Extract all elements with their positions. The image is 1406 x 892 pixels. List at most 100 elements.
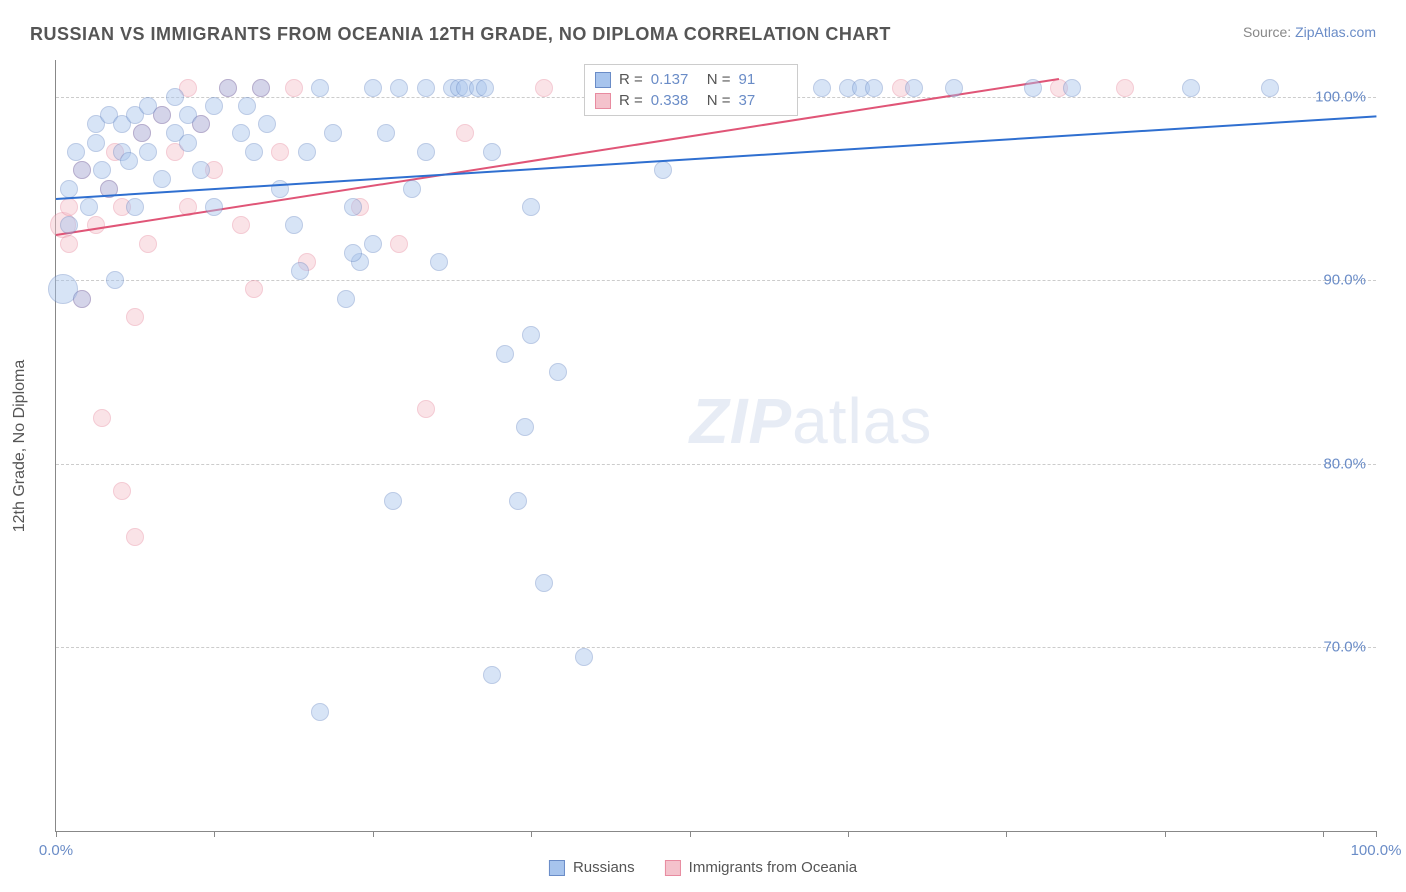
data-point-oceania	[417, 400, 435, 418]
data-point-russians	[192, 161, 210, 179]
data-point-russians	[252, 79, 270, 97]
swatch-icon	[595, 93, 611, 109]
data-point-russians	[205, 97, 223, 115]
legend-item-russians: Russians	[549, 859, 635, 876]
gridline	[56, 464, 1376, 465]
data-point-oceania	[93, 409, 111, 427]
source-label: Source:	[1243, 24, 1295, 40]
data-point-russians	[430, 253, 448, 271]
data-point-russians	[905, 79, 923, 97]
data-point-russians	[192, 115, 210, 133]
data-point-russians	[80, 198, 98, 216]
swatch-icon	[549, 860, 565, 876]
stat-value-n: 91	[739, 71, 787, 88]
data-point-russians	[60, 216, 78, 234]
data-point-oceania	[285, 79, 303, 97]
xtick	[373, 831, 374, 837]
stats-box: R = 0.137 N = 91R = 0.338 N = 37	[584, 64, 798, 116]
data-point-oceania	[87, 216, 105, 234]
data-point-russians	[126, 198, 144, 216]
data-point-russians	[285, 216, 303, 234]
xtick	[1323, 831, 1324, 837]
legend-label: Immigrants from Oceania	[689, 859, 857, 876]
data-point-russians	[483, 666, 501, 684]
xtick-label-right: 100.0%	[1351, 842, 1402, 859]
swatch-icon	[595, 72, 611, 88]
data-point-oceania	[390, 235, 408, 253]
ytick-label: 90.0%	[1323, 272, 1366, 289]
chart-title: RUSSIAN VS IMMIGRANTS FROM OCEANIA 12TH …	[30, 24, 891, 45]
data-point-russians	[93, 161, 111, 179]
data-point-russians	[67, 143, 85, 161]
xtick	[690, 831, 691, 837]
data-point-russians	[298, 143, 316, 161]
data-point-russians	[153, 106, 171, 124]
plot-area: ZIPatlas 70.0%80.0%90.0%100.0%0.0%100.0%…	[55, 60, 1376, 832]
data-point-russians	[813, 79, 831, 97]
data-point-russians	[120, 152, 138, 170]
data-point-russians	[509, 492, 527, 510]
source-link[interactable]: ZipAtlas.com	[1295, 24, 1376, 40]
legend-label: Russians	[573, 859, 635, 876]
xtick	[848, 831, 849, 837]
data-point-russians	[1024, 79, 1042, 97]
data-point-russians	[73, 161, 91, 179]
data-point-russians	[417, 143, 435, 161]
data-point-russians	[483, 143, 501, 161]
data-point-russians	[139, 143, 157, 161]
swatch-icon	[665, 860, 681, 876]
data-point-russians	[364, 235, 382, 253]
watermark-atlas: atlas	[792, 385, 932, 457]
data-point-oceania	[60, 198, 78, 216]
data-point-oceania	[271, 143, 289, 161]
watermark: ZIPatlas	[690, 384, 933, 458]
ytick-label: 70.0%	[1323, 639, 1366, 656]
data-point-oceania	[535, 79, 553, 97]
data-point-russians	[311, 79, 329, 97]
data-point-russians	[1182, 79, 1200, 97]
stat-label-r: R =	[619, 71, 643, 88]
stat-label-n: N =	[707, 71, 731, 88]
data-point-russians	[384, 492, 402, 510]
data-point-russians	[166, 88, 184, 106]
data-point-russians	[258, 115, 276, 133]
data-point-russians	[344, 198, 362, 216]
data-point-oceania	[113, 482, 131, 500]
data-point-russians	[575, 648, 593, 666]
data-point-russians	[337, 290, 355, 308]
data-point-russians	[311, 703, 329, 721]
data-point-russians	[73, 290, 91, 308]
watermark-zip: ZIP	[690, 385, 793, 457]
gridline	[56, 647, 1376, 648]
data-point-russians	[238, 97, 256, 115]
data-point-oceania	[126, 308, 144, 326]
ytick-label: 100.0%	[1315, 88, 1366, 105]
xtick	[214, 831, 215, 837]
data-point-russians	[549, 363, 567, 381]
data-point-russians	[377, 124, 395, 142]
data-point-russians	[245, 143, 263, 161]
data-point-russians	[153, 170, 171, 188]
xtick	[1376, 831, 1377, 837]
data-point-russians	[344, 244, 362, 262]
stat-value-r: 0.137	[651, 71, 699, 88]
data-point-russians	[324, 124, 342, 142]
data-point-russians	[1261, 79, 1279, 97]
stat-value-r: 0.338	[651, 92, 699, 109]
data-point-russians	[87, 134, 105, 152]
data-point-russians	[133, 124, 151, 142]
y-axis-label: 12th Grade, No Diploma	[11, 360, 29, 533]
stats-row-russians: R = 0.137 N = 91	[595, 69, 787, 90]
data-point-russians	[271, 180, 289, 198]
data-point-russians	[219, 79, 237, 97]
stat-value-n: 37	[739, 92, 787, 109]
data-point-russians	[106, 271, 124, 289]
xtick-label-left: 0.0%	[39, 842, 73, 859]
data-point-russians	[522, 326, 540, 344]
data-point-russians	[654, 161, 672, 179]
data-point-oceania	[456, 124, 474, 142]
data-point-russians	[364, 79, 382, 97]
data-point-russians	[291, 262, 309, 280]
data-point-oceania	[126, 528, 144, 546]
data-point-russians	[522, 198, 540, 216]
